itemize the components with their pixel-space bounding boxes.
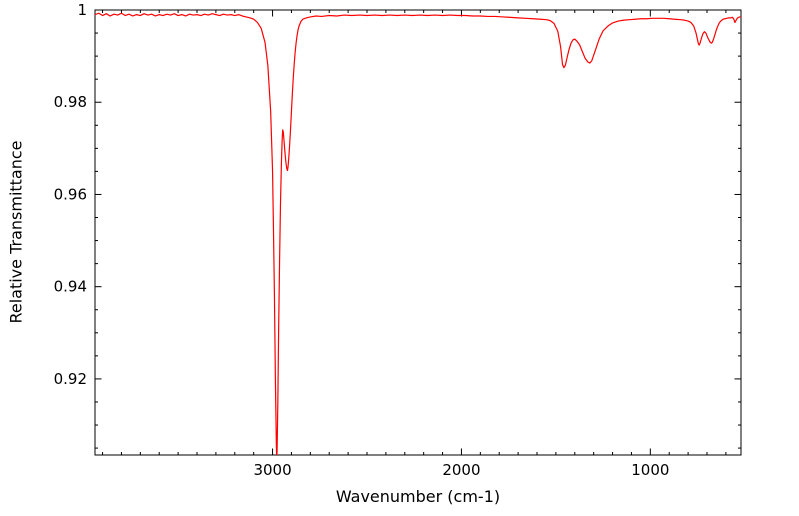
- y-tick-label: 0.98: [54, 93, 87, 111]
- y-axis-label: Relative Transmittance: [6, 140, 26, 324]
- y-tick-label: 0.94: [54, 278, 87, 296]
- y-tick-label: 1: [77, 1, 87, 19]
- y-tick-label: 0.92: [54, 370, 87, 388]
- x-tick-label: 1000: [631, 461, 669, 479]
- x-tick-label: 3000: [253, 461, 291, 479]
- y-tick-label: 0.96: [54, 185, 87, 203]
- spectrum-line: [95, 12, 741, 455]
- axis-frame: [94, 9, 742, 456]
- x-tick-label: 2000: [442, 461, 480, 479]
- x-axis-label: Wavenumber (cm-1): [335, 487, 501, 506]
